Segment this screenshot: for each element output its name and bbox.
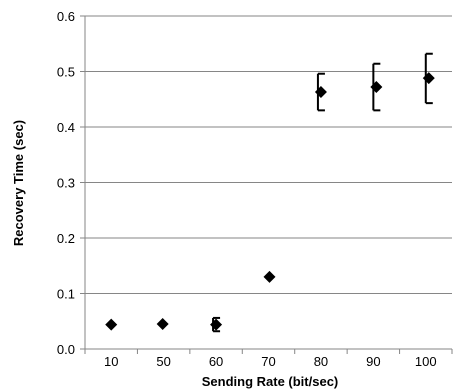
axes — [80, 15, 453, 354]
data-point — [210, 318, 223, 331]
x-tick-label: 50 — [156, 354, 170, 369]
y-tick-label: 0.0 — [57, 342, 75, 357]
x-tick-label: 60 — [209, 354, 223, 369]
x-tick-label: 80 — [314, 354, 328, 369]
data-point — [156, 318, 169, 331]
data-point — [422, 72, 435, 85]
x-tick-label: 70 — [261, 354, 275, 369]
y-tick-label: 0.6 — [57, 9, 75, 24]
data-point — [105, 318, 118, 331]
data-point — [263, 270, 276, 283]
y-tick-label: 0.5 — [57, 65, 75, 80]
grid-lines — [85, 15, 452, 294]
y-axis-title: Recovery Time (sec) — [11, 120, 26, 246]
x-tick-label: 100 — [415, 354, 437, 369]
data-point — [370, 81, 383, 94]
x-tick-label: 90 — [366, 354, 380, 369]
x-tick-label: 10 — [104, 354, 118, 369]
x-axis-title: Sending Rate (bit/sec) — [202, 374, 339, 389]
y-tick-label: 0.3 — [57, 176, 75, 191]
y-tick-label: 0.1 — [57, 287, 75, 302]
y-tick-label: 0.2 — [57, 231, 75, 246]
data-points — [105, 72, 435, 331]
x-tick-labels: 10 50 60 70 80 90 100 — [104, 354, 437, 369]
y-tick-labels: 0.0 0.1 0.2 0.3 0.4 0.5 0.6 — [57, 9, 75, 357]
y-tick-label: 0.4 — [57, 120, 75, 135]
data-point — [314, 86, 327, 99]
